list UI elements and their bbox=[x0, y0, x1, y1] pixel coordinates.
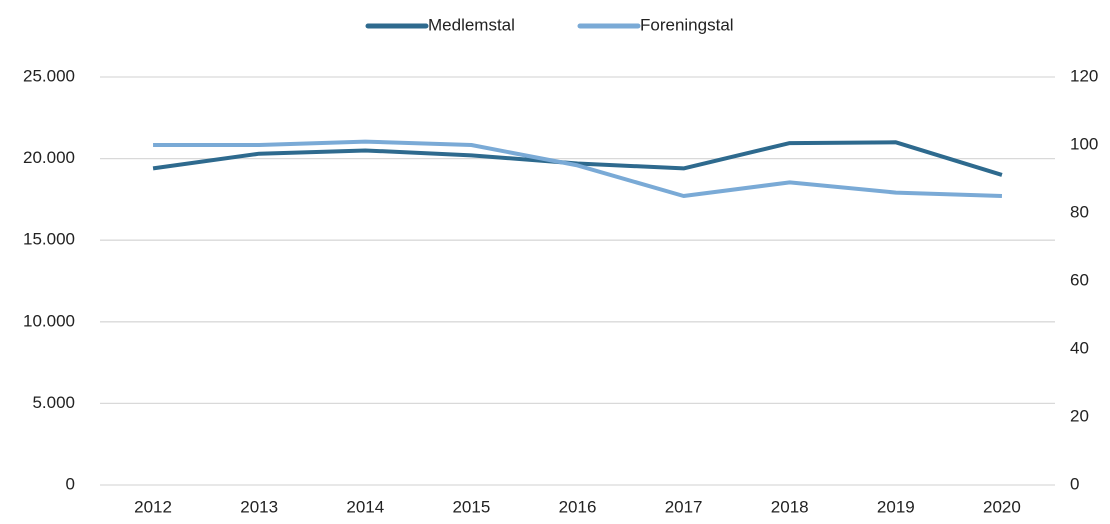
x-tick-label: 2014 bbox=[346, 497, 384, 516]
y2-tick-label: 100 bbox=[1070, 134, 1098, 153]
legend-label: Foreningstal bbox=[640, 15, 734, 34]
y-tick-label: 25.000 bbox=[23, 66, 75, 85]
y2-tick-label: 120 bbox=[1070, 66, 1098, 85]
y2-tick-label: 40 bbox=[1070, 338, 1089, 357]
legend-label: Medlemstal bbox=[428, 15, 515, 34]
y-tick-label: 10.000 bbox=[23, 311, 75, 330]
x-tick-label: 2013 bbox=[240, 497, 278, 516]
x-tick-label: 2017 bbox=[665, 497, 703, 516]
y2-tick-label: 60 bbox=[1070, 270, 1089, 289]
x-tick-label: 2019 bbox=[877, 497, 915, 516]
y2-tick-label: 0 bbox=[1070, 474, 1079, 493]
x-tick-label: 2012 bbox=[134, 497, 172, 516]
y-tick-label: 20.000 bbox=[23, 148, 75, 167]
x-tick-label: 2018 bbox=[771, 497, 809, 516]
y-tick-label: 15.000 bbox=[23, 230, 75, 249]
y-tick-label: 5.000 bbox=[32, 393, 75, 412]
series-line bbox=[153, 139, 1003, 198]
x-tick-label: 2020 bbox=[983, 497, 1021, 516]
x-tick-label: 2015 bbox=[452, 497, 490, 516]
y2-tick-label: 20 bbox=[1070, 406, 1089, 425]
x-tick-label: 2016 bbox=[559, 497, 597, 516]
y2-tick-label: 80 bbox=[1070, 202, 1089, 221]
y-tick-label: 0 bbox=[66, 474, 75, 493]
